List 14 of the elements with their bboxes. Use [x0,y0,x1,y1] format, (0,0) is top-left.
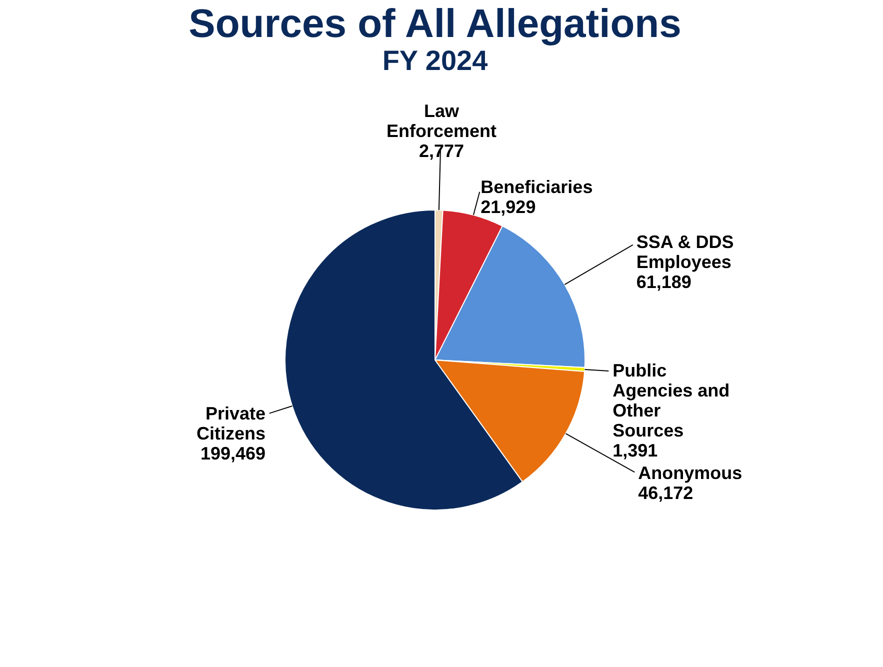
slice-label: Law Enforcement [386,101,497,142]
data-label: 61,189 [636,272,692,292]
slice-label: SSA & DDS Employees [636,232,734,272]
data-label: 199,469 [200,444,266,464]
data-label: 2,777 [418,141,464,162]
chart-subtitle: FY 2024 [382,45,488,76]
data-label: 1,391 [612,440,658,460]
data-label: 46,172 [638,483,694,504]
data-label: 21,929 [480,196,536,217]
slice-label: Private Citizens [196,404,266,444]
slice-label: Public Agencies and Other Sources [612,360,730,440]
slice-label: Anonymous [638,463,742,484]
slice-label: Beneficiaries [480,176,593,197]
chart-title: Sources of All Allegations [188,2,682,46]
